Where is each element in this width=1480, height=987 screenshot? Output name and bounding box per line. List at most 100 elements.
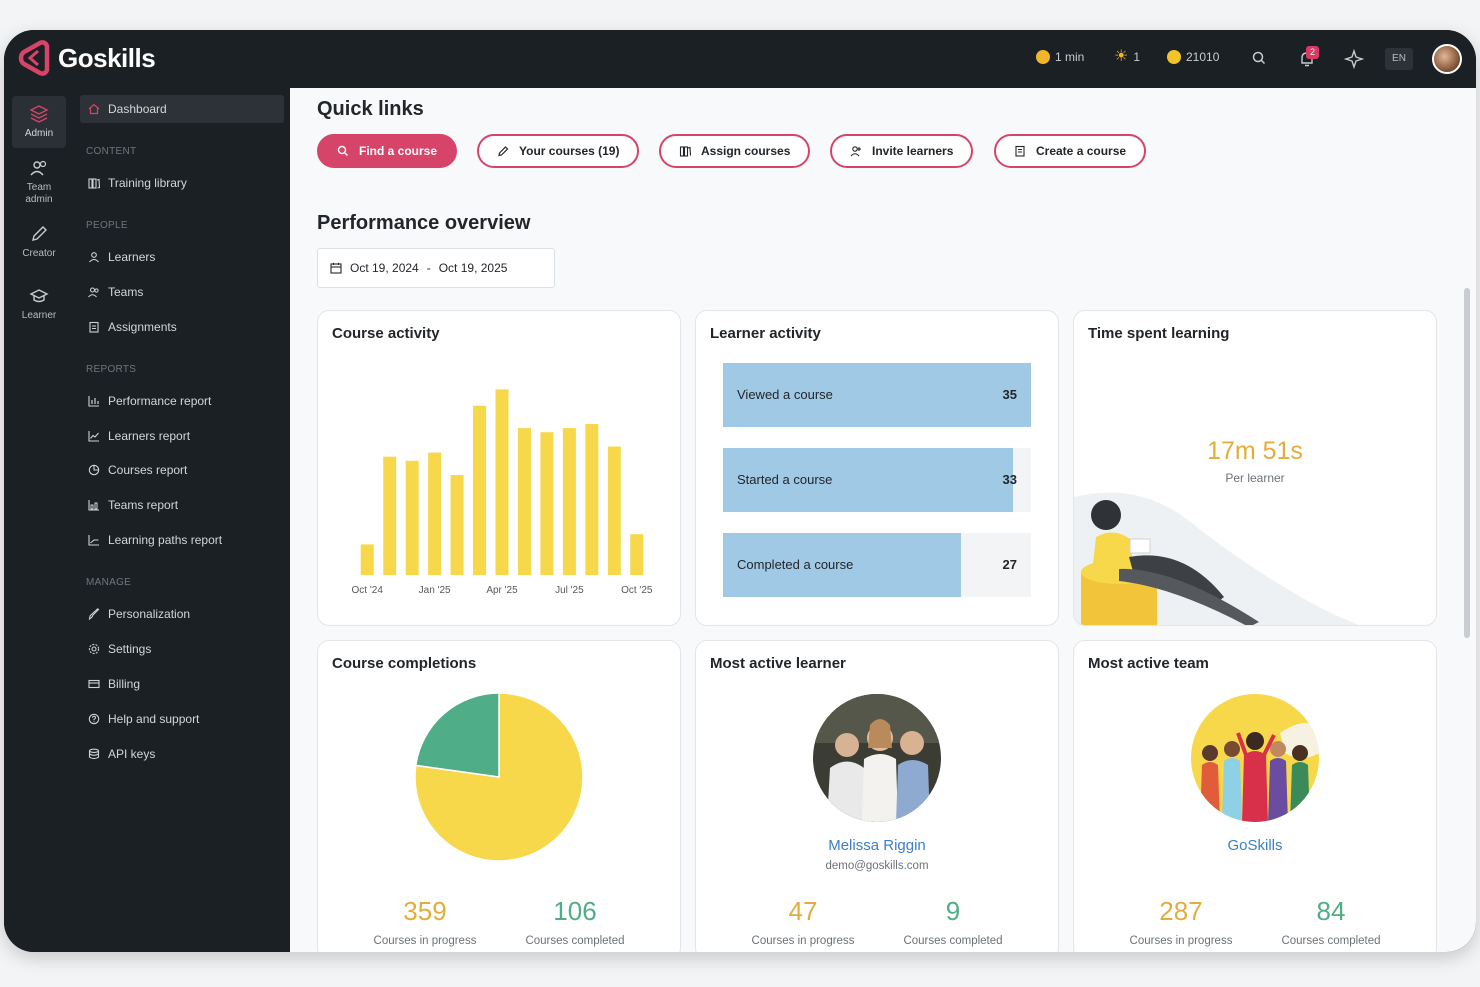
time-spent-title: Time spent learning <box>1088 325 1230 342</box>
user-avatar[interactable] <box>1432 44 1462 74</box>
course-activity-bar[interactable] <box>517 428 531 575</box>
sidebar-nav: Dashboard CONTENT Training library PEOPL… <box>74 88 290 952</box>
course-activity-card: Course activity Oct '24 Jan '25 Apr '25 Jul… <box>317 310 681 626</box>
course-activity-bar[interactable] <box>562 428 576 575</box>
course-activity-bar[interactable] <box>630 534 644 575</box>
sparkle-icon[interactable] <box>1343 48 1365 74</box>
nav-dashboard[interactable]: Dashboard <box>80 95 284 123</box>
date-range-picker[interactable]: Oct 19, 2024 - Oct 19, 2025 <box>317 248 555 288</box>
goskills-logo[interactable]: Goskills <box>18 40 156 76</box>
nav-courses-report[interactable]: Courses report <box>80 456 284 484</box>
nav-api-keys[interactable]: API keys <box>80 740 284 768</box>
x-tick-label: Apr '25 <box>486 585 518 596</box>
nav-help[interactable]: Help and support <box>80 705 284 733</box>
nav-settings[interactable]: Settings <box>80 635 284 663</box>
rail-learner[interactable]: Learner <box>12 286 66 322</box>
create-course-button[interactable]: Create a course <box>994 134 1147 168</box>
streak-indicator[interactable]: ☀ 1 <box>1114 49 1141 65</box>
most-active-learner-name[interactable]: Melissa Riggin <box>828 837 926 854</box>
learner-activity-value: 35 <box>1002 387 1017 402</box>
time-spent-value: 17m 51s <box>1207 437 1303 465</box>
nav-billing[interactable]: Billing <box>80 670 284 698</box>
learner-illustration <box>1074 492 1359 625</box>
streak-value: 1 <box>1133 50 1141 64</box>
points-indicator[interactable]: 21010 <box>1167 50 1219 64</box>
nav-learners-report[interactable]: Learners report <box>80 422 284 450</box>
timer-indicator[interactable]: 1 min <box>1036 50 1084 64</box>
page-scrollbar[interactable] <box>1464 288 1470 638</box>
brush-icon <box>88 608 100 620</box>
learner-completed-label: Courses completed <box>903 935 1003 947</box>
date-separator: - <box>426 261 431 275</box>
nav-performance-report[interactable]: Performance report <box>80 387 284 415</box>
main-content: Quick links Find a course Your courses (… <box>290 88 1476 952</box>
pie-slice-completed[interactable] <box>414 692 500 778</box>
nav-assignments-label: Assignments <box>108 320 177 334</box>
find-course-button[interactable]: Find a course <box>317 134 458 168</box>
learner-activity-title: Learner activity <box>710 325 821 342</box>
create-course-label: Create a course <box>1036 144 1127 158</box>
rail-admin-label: Admin <box>24 128 54 139</box>
date-from: Oct 19, 2024 <box>350 261 419 275</box>
bar-chart-icon <box>88 395 100 407</box>
rail-team-admin[interactable]: Team admin <box>12 158 66 206</box>
language-selector[interactable]: EN <box>1385 48 1413 70</box>
app-name: Goskills <box>58 42 156 73</box>
course-activity-bar[interactable] <box>405 460 419 575</box>
most-active-learner-card: Most active learner Melissa Riggin demo@… <box>695 640 1059 952</box>
invite-learners-button[interactable]: Invite learners <box>830 134 974 168</box>
course-activity-bar[interactable] <box>360 544 374 575</box>
app-window: Goskills 1 min ☀ 1 21010 2 EN Admi <box>4 30 1476 952</box>
nav-personalization[interactable]: Personalization <box>80 600 284 628</box>
nav-learning-paths-report-label: Learning paths report <box>108 533 223 547</box>
time-spent-card: Time spent learning 17m 51s Per learner <box>1073 310 1437 626</box>
course-activity-bar[interactable] <box>607 446 621 575</box>
assign-courses-button[interactable]: Assign courses <box>659 134 811 168</box>
nav-learning-paths-report[interactable]: Learning paths report <box>80 526 284 554</box>
course-activity-bar[interactable] <box>540 432 554 575</box>
rail-learner-label: Learner <box>21 310 57 321</box>
x-tick-label: Oct '25 <box>621 585 653 596</box>
course-activity-bar[interactable] <box>383 456 397 575</box>
learner-completed-value: 9 <box>945 896 961 926</box>
learner-activity-row: Started a course 33 <box>723 448 1031 512</box>
layers-icon <box>29 105 49 123</box>
course-activity-bar[interactable] <box>428 452 442 575</box>
rail-creator[interactable]: Creator <box>12 224 66 260</box>
coin-icon <box>1167 50 1181 64</box>
nav-learners[interactable]: Learners <box>80 243 284 271</box>
course-activity-bar[interactable] <box>473 405 487 575</box>
nav-assignments[interactable]: Assignments <box>80 313 284 341</box>
learner-activity-bar <box>723 533 961 597</box>
nav-training-library[interactable]: Training library <box>80 169 284 197</box>
user-icon <box>88 251 100 263</box>
most-active-team-name[interactable]: GoSkills <box>1227 837 1283 854</box>
course-completions-title: Course completions <box>332 655 477 672</box>
course-activity-bar[interactable] <box>450 475 464 575</box>
your-courses-label: Your courses (19) <box>519 144 620 158</box>
completions-in-progress-label: Courses in progress <box>373 935 477 947</box>
nav-teams-report[interactable]: Teams report <box>80 491 284 519</box>
search-icon[interactable] <box>1251 50 1267 71</box>
clipboard-icon <box>88 321 100 333</box>
nav-teams-report-label: Teams report <box>108 498 179 512</box>
rail-team-admin-label: Team admin <box>25 182 53 205</box>
team-in-progress-value: 287 <box>1159 896 1203 926</box>
notification-badge: 2 <box>1306 46 1319 59</box>
nav-api-keys-label: API keys <box>108 747 156 761</box>
course-activity-chart: Oct '24 Jan '25 Apr '25 Jul '25 Oct '25 <box>352 389 653 596</box>
nav-section-content: CONTENT <box>86 146 137 157</box>
credit-card-icon <box>88 678 100 690</box>
nav-personalization-label: Personalization <box>108 607 191 621</box>
search-icon <box>337 145 348 156</box>
completions-completed-label: Courses completed <box>525 935 625 947</box>
course-activity-bar[interactable] <box>585 424 599 575</box>
nav-teams[interactable]: Teams <box>80 278 284 306</box>
nav-learners-label: Learners <box>108 250 156 264</box>
books-icon <box>679 146 691 157</box>
rail-admin[interactable]: Admin <box>12 96 66 148</box>
nav-dashboard-label: Dashboard <box>108 102 167 116</box>
course-activity-bar[interactable] <box>495 389 509 575</box>
course-activity-title: Course activity <box>332 325 440 342</box>
your-courses-button[interactable]: Your courses (19) <box>477 134 640 168</box>
